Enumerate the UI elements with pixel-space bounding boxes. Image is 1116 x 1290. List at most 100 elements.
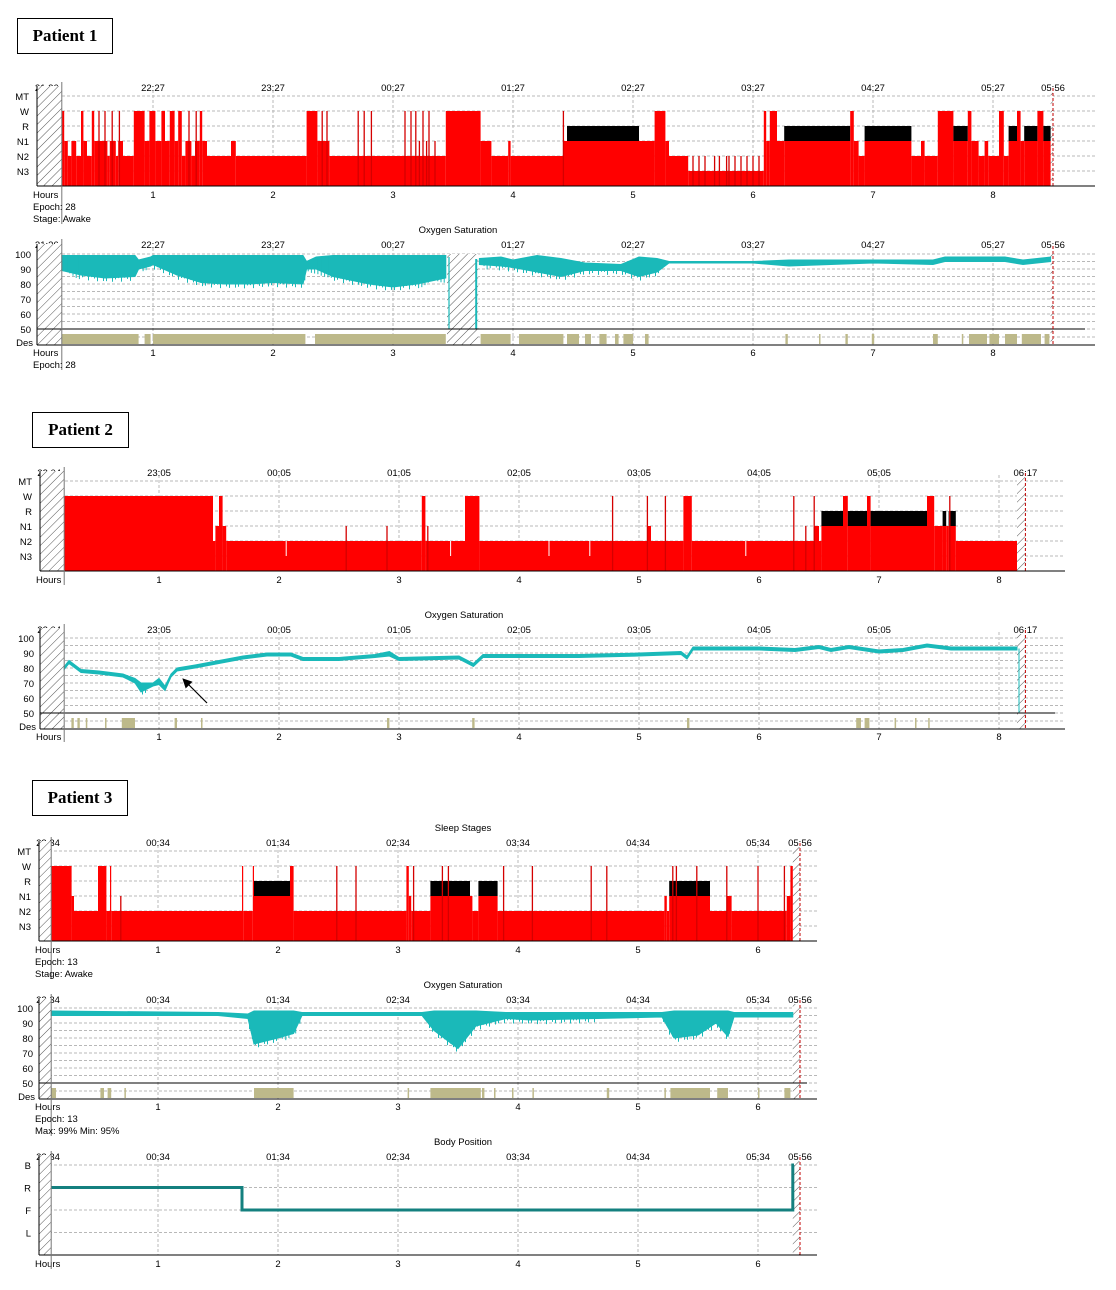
stage-bar-rem [254,881,290,896]
desaturation-event [989,334,999,344]
time-label: 02:05 [507,468,531,479]
time-label: 04:05 [747,468,771,479]
hour-tick-label: 7 [876,732,881,743]
stage-bar-rem [864,126,912,141]
stage-bar-rem-base [821,526,843,571]
stage-bar-w [199,111,203,186]
post-recording-hatch [1050,250,1053,345]
stage-bar-w [763,111,767,186]
stage-bar-w [1017,111,1021,186]
desaturation-event [1044,334,1050,344]
stage-bar-n1 [921,141,925,186]
desaturation-event [623,334,633,344]
desaturation-event [480,334,511,344]
stage-bar-n1 [934,526,943,571]
y-axis-label: 100 [18,634,34,645]
hour-tick-label: 6 [756,732,761,743]
stage-bar-w [98,866,107,941]
patient-2-label: Patient 2 [32,412,129,448]
pre-recording-hatch [39,998,52,1099]
desaturation-event [482,1088,485,1098]
desaturation-event [494,1088,496,1098]
time-label: 22:27 [141,83,165,94]
post-recording-hatch [1017,634,1026,729]
stage-bar-n2 [111,911,242,941]
stage-bar-rem [821,511,843,526]
hour-tick-label: 1 [150,348,155,359]
desaturation-event [664,1088,666,1098]
stage-bar-n1 [984,141,989,186]
chart-title: Sleep Stages [435,823,492,834]
stage-bar-rem-base [254,896,290,941]
stage-bar-rem [430,881,470,896]
hour-tick-label: 5 [636,732,641,743]
chart-0-step-area: 12345678Hours21:2622:2723:2700:2701:2702… [15,82,1095,225]
time-label: 05:34 [746,1152,770,1163]
patient-3-label: Patient 3 [32,780,128,816]
x-axis-label: Hours [35,1259,61,1270]
time-label: 01:27 [501,240,525,251]
desaturation-event [407,1088,410,1098]
hour-tick-label: 3 [396,732,401,743]
hour-tick-label: 6 [756,575,761,586]
time-label: 00:27 [381,240,405,251]
y-axis-label: N2 [19,907,31,918]
stage-bar-rem [847,511,867,526]
desaturation-event [599,334,607,344]
hour-tick-label: 7 [870,190,875,201]
y-axis-label: B [25,1161,31,1172]
desaturation-event [144,334,151,344]
stage-bar-n2 [731,911,787,941]
hour-tick-label: 4 [510,190,515,201]
time-label: 03:05 [627,625,651,636]
stage-bar-n1 [664,896,667,941]
stage-bar-w [1037,111,1044,186]
stage-bar-n1 [480,141,492,186]
hour-tick-label: 1 [156,732,161,743]
y-axis-label: F [25,1206,31,1217]
stage-bar-n2 [213,541,216,571]
stage-bar-rem-base [948,526,956,571]
y-axis-label: R [25,507,32,518]
time-label: 02:34 [386,838,410,849]
time-label: 01:34 [266,838,290,849]
stage-bar-n2 [497,911,665,941]
hour-tick-label: 6 [750,190,755,201]
stage-bar-n2 [329,156,446,186]
desaturation-event [645,334,649,344]
stage-bar-n1 [647,526,651,571]
hour-tick-label: 8 [990,190,995,201]
hour-tick-label: 1 [155,1259,160,1270]
stage-bar-rem [942,511,947,526]
time-label: 02:34 [386,1152,410,1163]
stage-bar-w [654,111,666,186]
stage-bar-rem [478,881,498,896]
stage-bar-n1 [470,896,473,941]
time-label: 04:05 [747,625,771,636]
stage-bar-w [683,496,692,571]
y-axis-label: N1 [20,522,32,533]
stage-bar-w [843,496,848,571]
desaturation-event [615,334,619,344]
post-recording-hatch [1050,92,1053,186]
stage-bar-w [790,866,793,941]
y-axis-label: 50 [20,325,31,336]
desaturation-event [71,718,74,728]
stage-bar-w [406,866,409,941]
time-label: 01:34 [266,995,290,1006]
stage-bar-w [110,866,112,941]
stage-bar-n1 [563,141,567,186]
stage-bar-n1 [946,526,949,571]
stage-bar-n2 [226,541,422,571]
hour-tick-label: 1 [155,1102,160,1113]
y-axis-label: MT [18,477,32,488]
desaturation-event [1005,334,1017,344]
stage-bar-n1 [174,141,179,186]
stage-bar-n2 [988,156,999,186]
hour-tick-label: 3 [390,190,395,201]
stage-bar-n1 [155,141,162,186]
stage-bar-n1 [144,141,150,186]
y-axis-label: 50 [22,1079,33,1090]
post-recording-hatch [792,847,800,941]
desaturation-event [512,1088,514,1098]
